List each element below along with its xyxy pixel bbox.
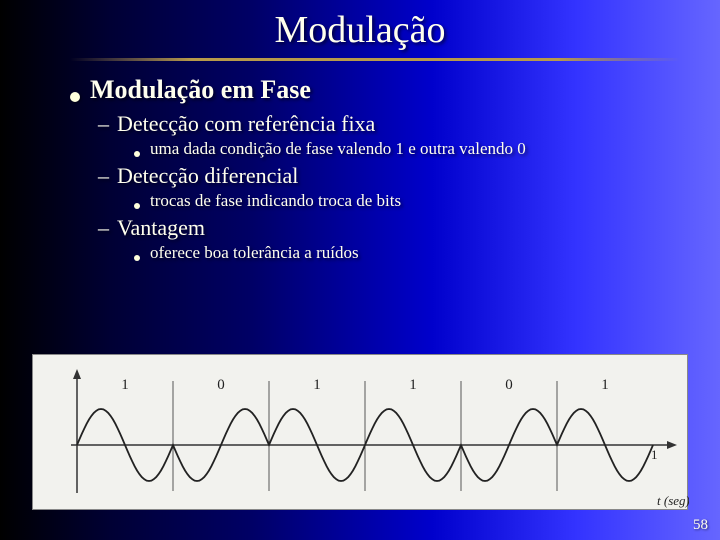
heading-text: Modulação em Fase	[90, 75, 311, 105]
subitem-text: trocas de fase indicando troca de bits	[150, 191, 401, 211]
svg-text:0: 0	[505, 377, 513, 393]
subitem-row: oferece boa tolerância a ruídos	[134, 243, 700, 263]
svg-text:1: 1	[313, 377, 321, 393]
dash-icon: –	[98, 111, 109, 137]
slide-title: Modulação	[0, 0, 720, 58]
subitem-row: trocas de fase indicando troca de bits	[134, 191, 700, 211]
dash-icon: –	[98, 215, 109, 241]
heading-row: Modulação em Fase	[70, 75, 700, 105]
item-row: – Detecção com referência fixa	[98, 111, 700, 137]
svg-text:1: 1	[651, 447, 658, 462]
bullet-small-icon	[134, 203, 140, 209]
page-number: 58	[693, 517, 708, 534]
item-label: Detecção diferencial	[117, 163, 298, 189]
item-label: Vantagem	[117, 215, 205, 241]
svg-text:t (seg): t (seg)	[657, 493, 689, 508]
content-area: Modulação em Fase – Detecção com referên…	[0, 75, 720, 263]
svg-text:1: 1	[409, 377, 417, 393]
bullet-icon	[70, 92, 80, 102]
subitem-row: uma dada condição de fase valendo 1 e ou…	[134, 139, 700, 159]
phase-modulation-diagram: 1 0 1 1 0 1 t (seg) 1	[32, 354, 688, 510]
subitem-text: uma dada condição de fase valendo 1 e ou…	[150, 139, 526, 159]
item-row: – Detecção diferencial	[98, 163, 700, 189]
item-row: – Vantagem	[98, 215, 700, 241]
svg-text:1: 1	[121, 377, 129, 393]
bullet-small-icon	[134, 151, 140, 157]
dash-icon: –	[98, 163, 109, 189]
subitem-text: oferece boa tolerância a ruídos	[150, 243, 359, 263]
svg-text:0: 0	[217, 377, 225, 393]
svg-text:1: 1	[601, 377, 609, 393]
diagram-svg: 1 0 1 1 0 1 t (seg) 1	[33, 355, 689, 511]
divider	[70, 58, 680, 61]
bullet-small-icon	[134, 255, 140, 261]
item-label: Detecção com referência fixa	[117, 111, 375, 137]
